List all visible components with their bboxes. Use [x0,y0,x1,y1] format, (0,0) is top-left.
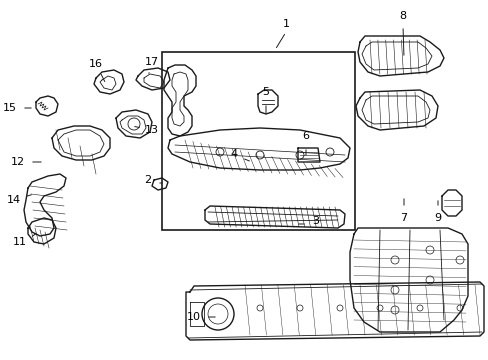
Bar [162,52,354,230]
Text: 9: 9 [433,213,441,223]
Text: 16: 16 [89,59,103,69]
Text: 4: 4 [230,149,237,159]
Text: 10: 10 [186,312,201,322]
Text: 1: 1 [282,19,289,29]
Text: 11: 11 [13,237,27,247]
Text: 8: 8 [399,11,406,21]
Text: 6: 6 [302,131,309,141]
Text: 5: 5 [262,87,269,97]
Text: 7: 7 [400,213,407,223]
Text: 3: 3 [312,216,319,226]
Text: 17: 17 [144,57,159,67]
Text: 12: 12 [11,157,25,167]
Text: 2: 2 [144,175,151,185]
Text: 14: 14 [7,195,21,205]
Text: 15: 15 [3,103,17,113]
Text: 13: 13 [145,125,159,135]
